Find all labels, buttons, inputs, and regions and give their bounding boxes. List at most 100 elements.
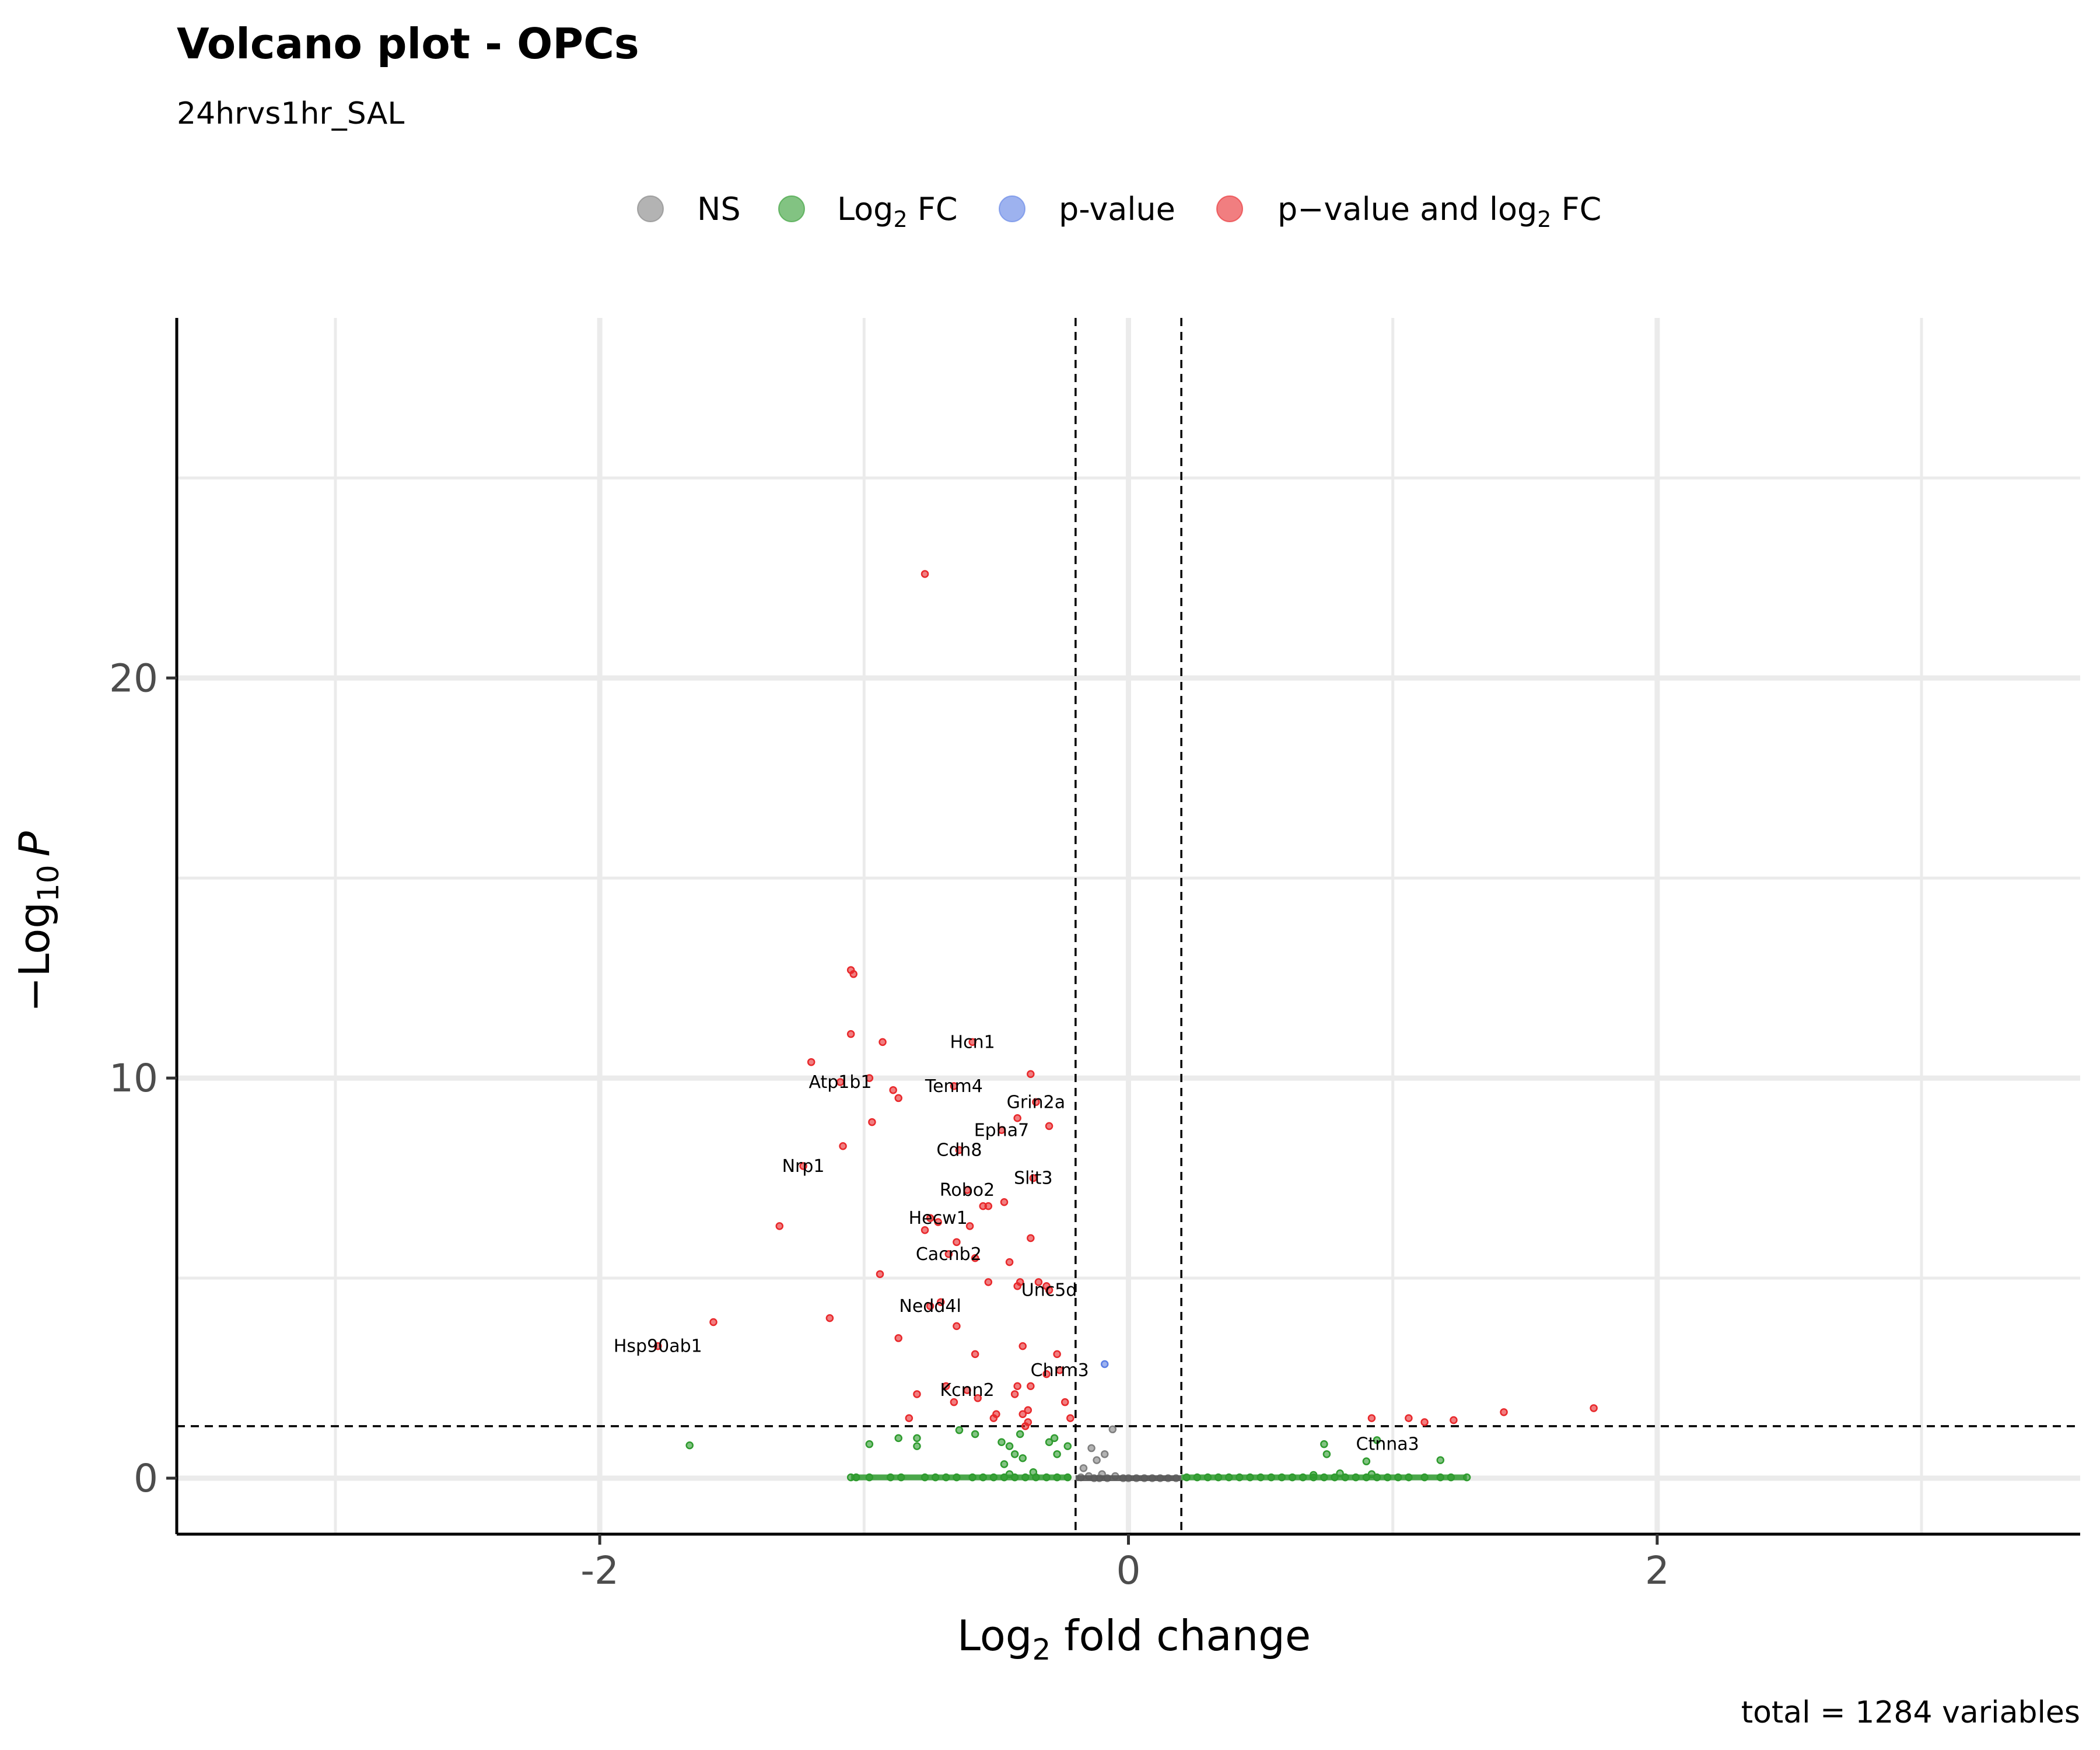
legend-key-pvalue [999, 195, 1026, 222]
point-both [709, 1318, 718, 1326]
point-NS [1093, 1456, 1101, 1464]
y-axis-title-p: P [10, 831, 59, 856]
legend-label-Log2FC: Log2 FC [837, 191, 958, 232]
point-Log2FC [1050, 1434, 1059, 1443]
point-both [989, 1414, 998, 1422]
point-both [1027, 1382, 1035, 1390]
point-both [984, 1202, 993, 1210]
legend-label-subscript: 2 [893, 206, 907, 232]
point-pvalue [1100, 1360, 1109, 1368]
point-both [1010, 1390, 1019, 1398]
point-Log2FC [1016, 1430, 1024, 1438]
legend-label-rest: FC [1551, 191, 1601, 228]
point-both [921, 570, 929, 578]
x-axis-title: Log2 fold change [957, 1611, 1311, 1667]
point-Log2FC [1320, 1440, 1328, 1448]
point-both [1045, 1286, 1054, 1294]
caption: total = 1284 variables [1741, 1695, 2080, 1730]
point-Log2FC [1063, 1442, 1072, 1450]
y-axis-title-main: −Log [10, 902, 59, 1012]
point-both [1060, 1398, 1069, 1406]
gene-label: Robo2 [940, 1180, 995, 1200]
x-tick-label: 2 [1645, 1548, 1670, 1593]
point-Log2FC [913, 1434, 921, 1443]
point-both [894, 1094, 902, 1102]
point-both [1367, 1414, 1376, 1422]
legend-key-both [1216, 195, 1243, 222]
point-both [953, 1322, 961, 1331]
gene-label: Hcn1 [950, 1032, 995, 1052]
point-both [849, 970, 858, 978]
point-both [1013, 1382, 1021, 1390]
gene-label: Chrm3 [1031, 1360, 1089, 1381]
legend-label-main: p−value and log [1278, 191, 1537, 228]
point-both [963, 1386, 971, 1394]
y-tick-label: 0 [134, 1456, 158, 1501]
point-Log2FC [1436, 1456, 1445, 1464]
point-Log2FC [1029, 1468, 1038, 1476]
point-Log2FC [1053, 1450, 1061, 1458]
point-NS [1087, 1444, 1096, 1452]
point-both [1013, 1114, 1021, 1122]
x-tick-label: 0 [1116, 1548, 1141, 1593]
point-both [799, 1162, 807, 1170]
point-both [1053, 1350, 1061, 1359]
point-Log2FC [1019, 1454, 1027, 1462]
point-both [1027, 1070, 1035, 1079]
point-both [654, 1342, 662, 1350]
gene-label: Nrp1 [782, 1156, 825, 1177]
x-axis-title-main: Log [957, 1611, 1032, 1660]
point-both [905, 1414, 914, 1422]
legend-label-both: p−value and log2 FC [1278, 191, 1601, 232]
point-Log2FC [1005, 1442, 1014, 1450]
point-Log2FC [1322, 1450, 1331, 1458]
data-points [654, 570, 1598, 1482]
point-both [1021, 1422, 1030, 1430]
gene-label: Nedd4l [899, 1296, 961, 1317]
point-Log2FC [1045, 1438, 1054, 1447]
point-Log2FC [955, 1426, 964, 1434]
x-tick-label: -2 [580, 1548, 619, 1593]
point-both [963, 1186, 971, 1194]
point-Log2FC [1373, 1436, 1381, 1444]
y-axis-title: −Log10 P [10, 831, 65, 1012]
point-both [965, 1222, 974, 1230]
x-axis-title-subscript: 2 [1032, 1633, 1051, 1667]
point-both [998, 1126, 1006, 1135]
legend-label-subscript: 2 [1537, 206, 1551, 232]
point-both [775, 1222, 784, 1230]
legend-label-main: Log [837, 191, 893, 228]
point-both [974, 1394, 982, 1402]
cutoff-lines [177, 318, 2080, 1534]
point-both [955, 1146, 964, 1154]
legend-label-main: NS [697, 191, 741, 228]
point-both [1420, 1418, 1429, 1426]
point-both [1019, 1410, 1027, 1418]
point-both [825, 1314, 834, 1322]
point-both [926, 1214, 935, 1222]
point-both [1032, 1098, 1040, 1107]
point-Log2FC [1010, 1450, 1019, 1458]
point-both [936, 1298, 945, 1306]
point-both [1590, 1404, 1598, 1412]
point-both [868, 1118, 876, 1126]
legend-key-Log2FC [778, 195, 805, 222]
point-both [1034, 1278, 1043, 1286]
point-both [1066, 1414, 1074, 1422]
gene-label: Hecw1 [909, 1208, 968, 1228]
y-tick-label: 20 [109, 656, 158, 701]
point-both [942, 1382, 950, 1390]
point-NS [1108, 1425, 1117, 1434]
y-tick-label: 10 [109, 1056, 158, 1101]
point-Log2FC [894, 1434, 902, 1443]
gene-label: Ctnna3 [1356, 1434, 1419, 1455]
point-both [1405, 1414, 1413, 1422]
point-NS [1079, 1464, 1088, 1472]
point-both [971, 1254, 979, 1262]
point-both [836, 1078, 845, 1086]
point-both [1045, 1122, 1054, 1130]
gene-label: Unc5d [1021, 1280, 1077, 1301]
